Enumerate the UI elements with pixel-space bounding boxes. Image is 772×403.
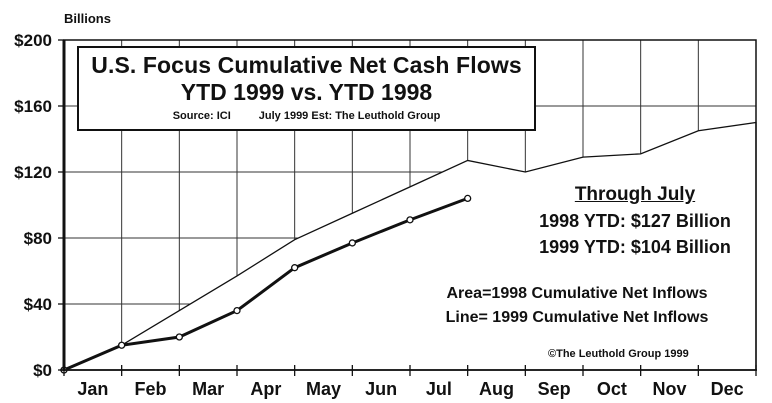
chart-subtitle: YTD 1999 vs. YTD 1998	[180, 79, 433, 105]
y-tick-label: $200	[14, 31, 52, 50]
x-tick-label: Oct	[597, 379, 627, 399]
ytd-1999-note: 1999 YTD: $104 Billion	[539, 237, 731, 257]
title-box: U.S. Focus Cumulative Net Cash Flows YTD…	[77, 46, 536, 131]
y-axis-ticks: $0 $40 $80 $120 $160 $200	[14, 31, 64, 380]
y-tick-label: $160	[14, 97, 52, 116]
x-axis-ticks: Jan Feb Mar Apr May Jun Jul Aug Sep Oct Nov Dec	[63, 365, 757, 399]
data-point-marker	[291, 264, 299, 272]
x-tick-label: Feb	[134, 379, 166, 399]
y-tick-label: $80	[24, 229, 52, 248]
x-tick-label: May	[306, 379, 341, 399]
source-line: Source: ICI July 1999 Est: The Leuthold G…	[79, 108, 534, 124]
y-tick-label: $0	[33, 361, 52, 380]
x-tick-label: Jun	[365, 379, 397, 399]
line-1999	[63, 196, 469, 372]
legend-area-1998: Area=1998 Cumulative Net Inflows	[446, 285, 708, 302]
chart-title: U.S. Focus Cumulative Net Cash Flows	[91, 52, 522, 78]
copyright-note: ©The Leuthold Group 1999	[548, 348, 689, 360]
y-tick-label: $120	[14, 163, 52, 182]
y-axis-unit-label: Billions	[64, 11, 111, 26]
x-tick-label: Dec	[711, 379, 744, 399]
data-point-marker	[233, 306, 241, 315]
x-tick-label: Jul	[426, 379, 452, 399]
x-tick-label: Jan	[77, 379, 108, 399]
data-point-marker	[348, 239, 356, 247]
legend-line-1999: Line= 1999 Cumulative Net Inflows	[445, 309, 709, 326]
y-tick-label: $40	[24, 295, 52, 314]
source-note: Source: ICI	[172, 110, 231, 122]
data-point-marker	[175, 333, 183, 341]
x-tick-label: Nov	[652, 379, 686, 399]
x-tick-label: Aug	[479, 379, 514, 399]
through-july-heading: Through July	[574, 184, 696, 205]
x-tick-label: Sep	[538, 379, 571, 399]
estimate-note: July 1999 Est: The Leuthold Group	[258, 110, 441, 122]
x-tick-label: Apr	[250, 379, 281, 399]
x-tick-label: Mar	[192, 379, 224, 399]
ytd-1998-note: 1998 YTD: $127 Billion	[539, 211, 731, 231]
data-point-marker	[118, 341, 126, 349]
data-point-marker	[464, 194, 472, 203]
data-point-marker	[406, 216, 414, 224]
